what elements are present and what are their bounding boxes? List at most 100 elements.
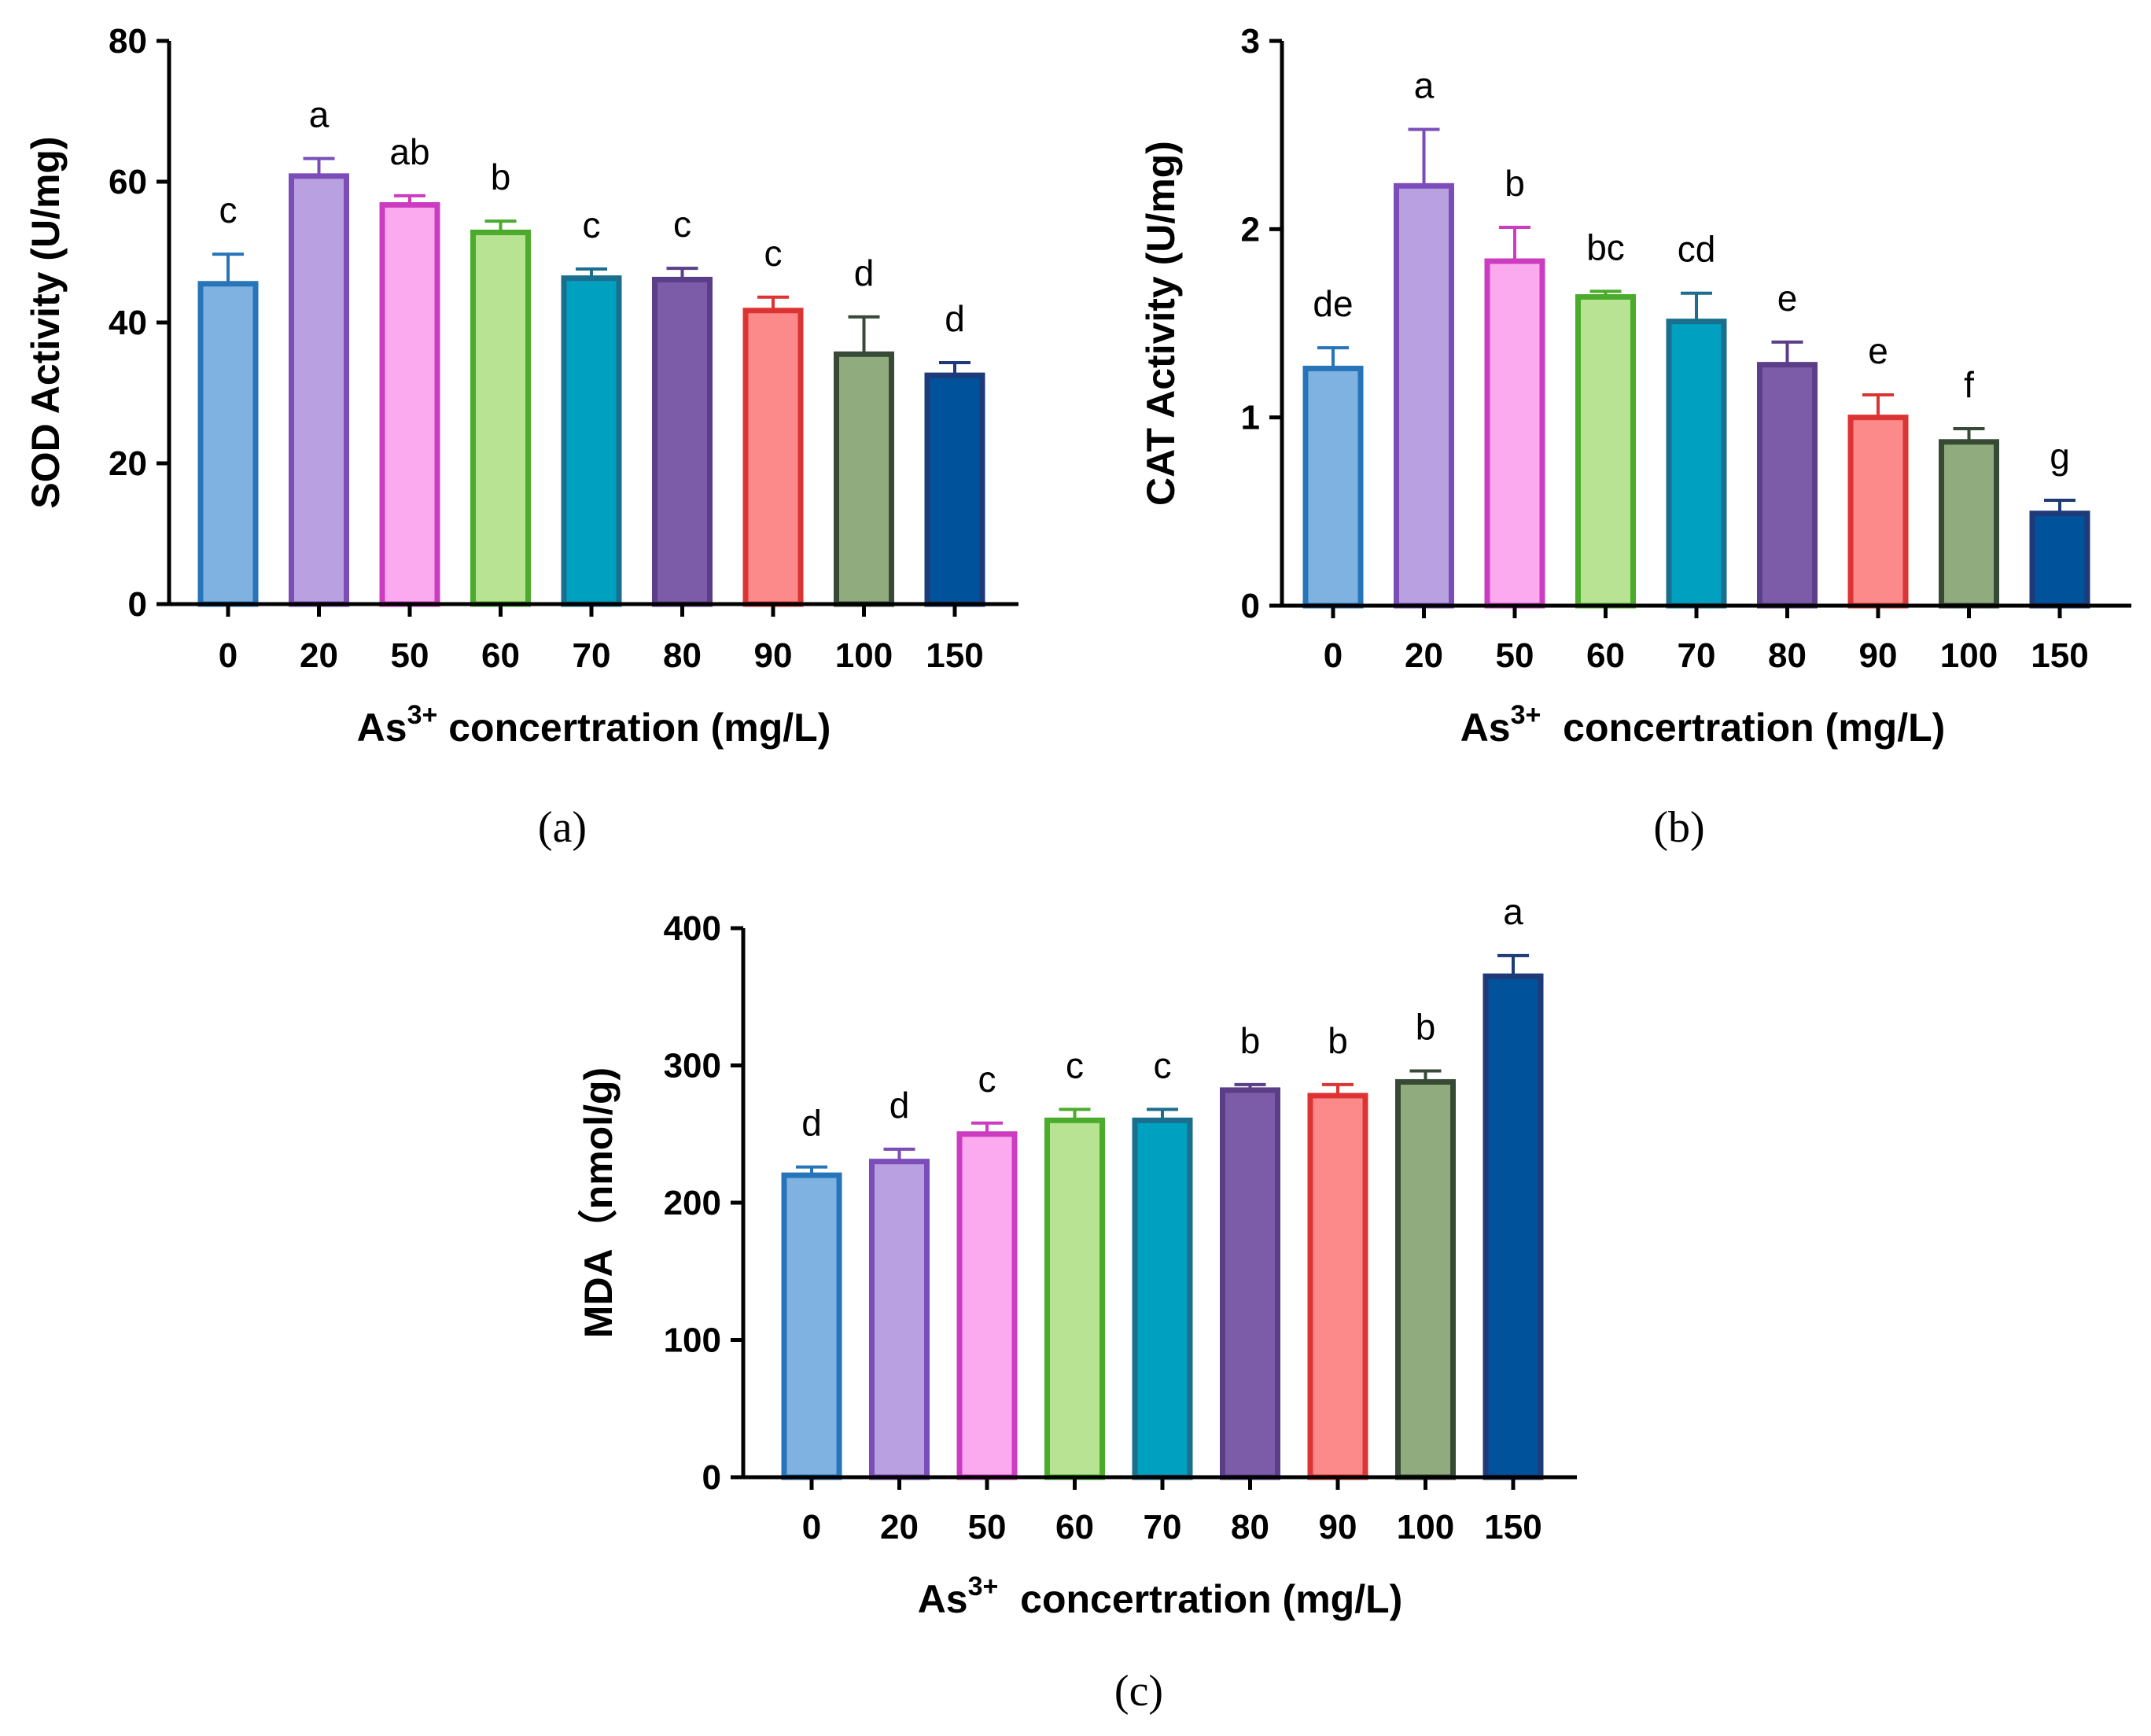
bar-a-100	[834, 351, 894, 607]
bar-a-80	[652, 276, 713, 607]
significance-letter-a-90: c	[764, 233, 783, 274]
x-axis-title-a: As3+ concertration (mg/L)	[357, 700, 831, 750]
error-bar-b-60	[1589, 289, 1622, 297]
x-axis-title-element-c: As	[918, 1577, 968, 1621]
bar-b-60	[1575, 293, 1636, 609]
y-tick-label-b-1: 1	[1241, 399, 1260, 437]
x-tick-label-c-90: 90	[1319, 1508, 1357, 1546]
x-tick-label-a-0: 0	[219, 636, 238, 675]
x-tick-label-a-20: 20	[300, 636, 338, 675]
x-tick-label-c-50: 50	[968, 1508, 1007, 1546]
error-bar-a-0	[212, 252, 244, 284]
error-bar-c-80	[1234, 1082, 1266, 1090]
panel-b-cat-chart: de 0 a 20 b 50 bc 60 cd 70 e 80 e 90 f 100 g 150 0 1 2 3 CAT A…	[1139, 22, 2131, 852]
significance-letter-a-150: d	[945, 298, 965, 339]
significance-letter-c-50: c	[978, 1059, 996, 1100]
x-axis-title-b: As3+ concertration (mg/L)	[1460, 700, 1946, 750]
significance-letter-c-20: d	[889, 1085, 910, 1126]
x-tick-label-c-0: 0	[802, 1508, 821, 1546]
significance-letter-a-60: b	[491, 157, 511, 197]
error-bar-b-100	[1953, 427, 1985, 442]
bar-b-150	[2029, 510, 2090, 609]
error-bar-c-70	[1147, 1108, 1178, 1121]
significance-letter-b-0: de	[1313, 283, 1353, 324]
y-tick-label-b-3: 3	[1241, 22, 1260, 61]
x-tick-label-c-70: 70	[1144, 1508, 1182, 1546]
significance-letter-a-0: c	[219, 190, 238, 230]
y-axis-title-c: MDA（nmol/g)	[576, 1067, 621, 1338]
bar-c-70	[1132, 1117, 1193, 1480]
x-tick-label-a-100: 100	[835, 636, 893, 675]
significance-letter-a-20: a	[309, 94, 330, 135]
bar-c-90	[1307, 1093, 1368, 1480]
significance-letter-c-90: b	[1328, 1020, 1348, 1061]
significance-letter-c-100: b	[1416, 1006, 1436, 1047]
x-tick-label-b-150: 150	[2031, 636, 2088, 675]
x-tick-label-b-90: 90	[1859, 636, 1898, 675]
bar-c-150	[1482, 973, 1544, 1480]
x-tick-label-c-150: 150	[1484, 1508, 1541, 1546]
x-axis-title-rest-b: concertration (mg/L)	[1541, 706, 1945, 750]
significance-letter-a-70: c	[583, 205, 601, 245]
x-tick-label-c-80: 80	[1231, 1508, 1269, 1546]
x-tick-label-b-20: 20	[1405, 636, 1443, 675]
bar-a-0	[197, 281, 259, 607]
error-bar-b-150	[2044, 498, 2075, 514]
significance-letter-b-70: cd	[1678, 229, 1716, 270]
x-axis-title-element-a: As	[357, 706, 407, 750]
error-bar-b-90	[1862, 393, 1894, 418]
bar-b-70	[1666, 319, 1727, 609]
bar-a-20	[289, 173, 349, 607]
error-bar-c-100	[1409, 1069, 1442, 1082]
y-tick-label-a-40: 40	[109, 304, 147, 342]
x-tick-label-c-60: 60	[1055, 1508, 1094, 1546]
x-tick-label-b-70: 70	[1678, 636, 1716, 675]
y-tick-label-a-20: 20	[109, 444, 147, 483]
x-tick-label-a-80: 80	[663, 636, 702, 675]
error-bar-a-50	[394, 194, 425, 205]
panel-c-mda-chart: d 0 d 20 c 50 c 60 c 70 b 80 b 90 b 100 a 150 0 100 200 300 40…	[576, 891, 1577, 1716]
bar-a-90	[742, 308, 804, 607]
y-tick-label-a-0: 0	[128, 585, 147, 624]
x-tick-label-a-50: 50	[391, 636, 429, 675]
bar-b-80	[1757, 362, 1818, 609]
error-bar-a-60	[484, 219, 517, 233]
panel-label-a: (a)	[538, 803, 587, 852]
bar-b-90	[1847, 415, 1909, 609]
y-tick-label-c-300: 300	[664, 1047, 721, 1085]
bar-c-60	[1044, 1117, 1105, 1480]
y-tick-label-a-80: 80	[109, 22, 147, 61]
bar-a-70	[561, 275, 622, 607]
y-axis-title-b: CAT Activity (U/mg)	[1139, 141, 1183, 506]
significance-letter-b-100: f	[1964, 364, 1974, 405]
bar-b-0	[1302, 365, 1364, 609]
error-bar-c-20	[883, 1147, 915, 1162]
y-tick-label-c-0: 0	[702, 1458, 721, 1497]
error-bar-c-50	[971, 1121, 1003, 1134]
x-tick-label-c-20: 20	[880, 1508, 919, 1546]
error-bar-a-70	[576, 267, 607, 278]
y-tick-label-c-200: 200	[664, 1184, 721, 1222]
error-bar-b-0	[1317, 346, 1349, 369]
significance-letter-b-50: b	[1505, 163, 1525, 204]
significance-letter-b-90: e	[1868, 330, 1888, 371]
x-tick-label-b-80: 80	[1768, 636, 1807, 675]
significance-letter-c-70: c	[1154, 1045, 1172, 1085]
error-bar-a-90	[757, 295, 789, 311]
significance-letter-c-150: a	[1503, 891, 1523, 932]
y-tick-label-a-60: 60	[109, 163, 147, 201]
bar-b-50	[1484, 258, 1545, 609]
bar-c-100	[1395, 1078, 1456, 1480]
significance-letter-c-0: d	[801, 1103, 822, 1144]
error-bar-c-60	[1059, 1108, 1091, 1121]
bar-c-0	[781, 1172, 842, 1480]
y-tick-label-b-0: 0	[1241, 587, 1260, 625]
error-bar-b-70	[1681, 291, 1712, 322]
panel-label-b: (b)	[1653, 803, 1704, 852]
bar-a-50	[379, 202, 440, 607]
error-bar-c-150	[1497, 953, 1529, 977]
x-tick-label-a-70: 70	[573, 636, 611, 675]
significance-letter-b-60: bc	[1586, 227, 1625, 267]
error-bar-c-0	[796, 1165, 827, 1176]
